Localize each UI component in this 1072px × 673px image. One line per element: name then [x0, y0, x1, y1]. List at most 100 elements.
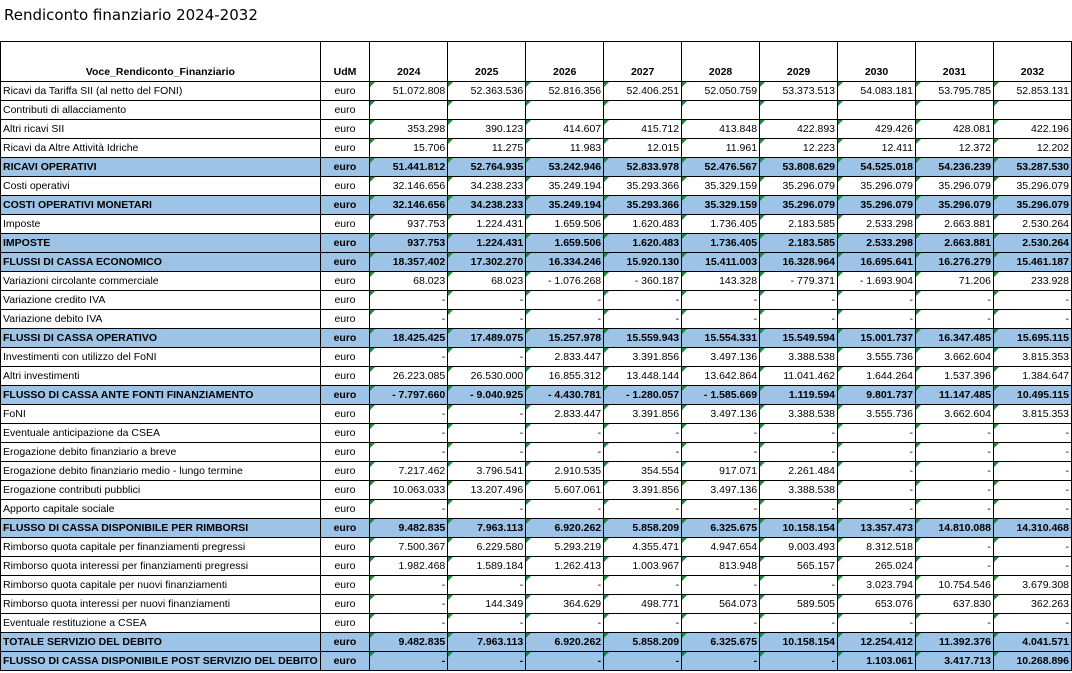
- value-cell[interactable]: -: [759, 575, 839, 595]
- value-cell[interactable]: -: [447, 404, 527, 424]
- value-cell[interactable]: 34.238.233: [447, 195, 527, 215]
- value-cell[interactable]: 6.229.580: [447, 537, 527, 557]
- value-cell[interactable]: - 4.430.781: [525, 385, 605, 405]
- value-cell[interactable]: 17.302.270: [447, 252, 527, 272]
- value-cell[interactable]: 429.426: [837, 119, 916, 139]
- value-cell[interactable]: 52.853.131: [992, 81, 1072, 101]
- value-cell[interactable]: 3.417.713: [914, 651, 994, 671]
- row-label-cell[interactable]: Imposte: [0, 214, 321, 234]
- value-cell[interactable]: -: [369, 423, 449, 443]
- value-cell[interactable]: -: [525, 290, 605, 310]
- value-cell[interactable]: -: [447, 347, 527, 367]
- value-cell[interactable]: -: [369, 404, 449, 424]
- value-cell[interactable]: -: [759, 651, 839, 671]
- value-cell[interactable]: 15.695.115: [992, 328, 1072, 348]
- header-year[interactable]: 2032: [992, 41, 1072, 82]
- value-cell[interactable]: 32.146.656: [369, 176, 449, 196]
- value-cell[interactable]: 13.642.864: [681, 366, 761, 386]
- value-cell[interactable]: 17.489.075: [447, 328, 527, 348]
- value-cell[interactable]: 2.530.264: [992, 233, 1072, 253]
- value-cell[interactable]: 3.388.538: [759, 480, 839, 500]
- value-cell[interactable]: 11.147.485: [914, 385, 994, 405]
- value-cell[interactable]: -: [525, 575, 605, 595]
- value-cell[interactable]: - 1.076.268: [525, 271, 605, 291]
- value-cell[interactable]: 1.537.396: [914, 366, 994, 386]
- value-cell[interactable]: 52.833.978: [603, 157, 683, 177]
- row-udm-cell[interactable]: euro: [319, 499, 371, 519]
- value-cell[interactable]: 10.754.546: [914, 575, 994, 595]
- value-cell[interactable]: -: [837, 613, 916, 633]
- value-cell[interactable]: -: [681, 290, 761, 310]
- value-cell[interactable]: 3.388.538: [759, 404, 839, 424]
- row-udm-cell[interactable]: euro: [319, 518, 371, 538]
- value-cell[interactable]: 16.328.964: [759, 252, 839, 272]
- value-cell[interactable]: [369, 100, 449, 120]
- value-cell[interactable]: 52.406.251: [603, 81, 683, 101]
- value-cell[interactable]: 3.796.541: [447, 461, 527, 481]
- value-cell[interactable]: -: [992, 613, 1072, 633]
- value-cell[interactable]: 12.223: [759, 138, 839, 158]
- value-cell[interactable]: -: [837, 423, 916, 443]
- value-cell[interactable]: 1.644.264: [837, 366, 916, 386]
- value-cell[interactable]: 4.355.471: [603, 537, 683, 557]
- row-label-cell[interactable]: FLUSSO DI CASSA ANTE FONTI FINANZIAMENTO: [0, 385, 321, 405]
- value-cell[interactable]: -: [525, 423, 605, 443]
- value-cell[interactable]: [447, 100, 527, 120]
- value-cell[interactable]: 35.293.366: [603, 176, 683, 196]
- value-cell[interactable]: 15.001.737: [837, 328, 916, 348]
- value-cell[interactable]: - 1.280.057: [603, 385, 683, 405]
- value-cell[interactable]: -: [603, 309, 683, 329]
- value-cell[interactable]: 653.076: [837, 594, 916, 614]
- value-cell[interactable]: [525, 100, 605, 120]
- row-udm-cell[interactable]: euro: [319, 651, 371, 671]
- value-cell[interactable]: -: [992, 537, 1072, 557]
- value-cell[interactable]: 143.328: [681, 271, 761, 291]
- value-cell[interactable]: [603, 100, 683, 120]
- value-cell[interactable]: 15.257.978: [525, 328, 605, 348]
- value-cell[interactable]: 3.555.736: [837, 347, 916, 367]
- value-cell[interactable]: -: [525, 499, 605, 519]
- value-cell[interactable]: -: [447, 499, 527, 519]
- value-cell[interactable]: -: [759, 499, 839, 519]
- value-cell[interactable]: -: [447, 290, 527, 310]
- value-cell[interactable]: 13.207.496: [447, 480, 527, 500]
- value-cell[interactable]: 10.268.896: [992, 651, 1072, 671]
- row-label-cell[interactable]: TOTALE SERVIZIO DEL DEBITO: [0, 632, 321, 652]
- value-cell[interactable]: 2.183.585: [759, 233, 839, 253]
- row-label-cell[interactable]: Variazione credito IVA: [0, 290, 321, 310]
- value-cell[interactable]: 1.659.506: [525, 233, 605, 253]
- value-cell[interactable]: 1.736.405: [681, 233, 761, 253]
- value-cell[interactable]: 1.736.405: [681, 214, 761, 234]
- value-cell[interactable]: -: [369, 594, 449, 614]
- value-cell[interactable]: 813.948: [681, 556, 761, 576]
- value-cell[interactable]: 3.391.856: [603, 404, 683, 424]
- value-cell[interactable]: -: [447, 651, 527, 671]
- value-cell[interactable]: 564.073: [681, 594, 761, 614]
- value-cell[interactable]: 3.662.604: [914, 404, 994, 424]
- value-cell[interactable]: 498.771: [603, 594, 683, 614]
- value-cell[interactable]: -: [525, 613, 605, 633]
- value-cell[interactable]: 16.334.246: [525, 252, 605, 272]
- value-cell[interactable]: -: [525, 651, 605, 671]
- header-voce[interactable]: Voce_Rendiconto_Finanziario: [0, 41, 321, 82]
- row-label-cell[interactable]: FLUSSO DI CASSA DISPONIBILE PER RIMBORSI: [0, 518, 321, 538]
- value-cell[interactable]: -: [369, 651, 449, 671]
- value-cell[interactable]: 34.238.233: [447, 176, 527, 196]
- value-cell[interactable]: -: [759, 442, 839, 462]
- value-cell[interactable]: 2.261.484: [759, 461, 839, 481]
- value-cell[interactable]: -: [759, 309, 839, 329]
- value-cell[interactable]: -: [681, 651, 761, 671]
- value-cell[interactable]: 12.372: [914, 138, 994, 158]
- value-cell[interactable]: 2.663.881: [914, 214, 994, 234]
- value-cell[interactable]: -: [369, 309, 449, 329]
- value-cell[interactable]: [681, 100, 761, 120]
- value-cell[interactable]: 26.223.085: [369, 366, 449, 386]
- value-cell[interactable]: 9.003.493: [759, 537, 839, 557]
- value-cell[interactable]: -: [603, 651, 683, 671]
- row-udm-cell[interactable]: euro: [319, 442, 371, 462]
- value-cell[interactable]: 1.224.431: [447, 214, 527, 234]
- row-label-cell[interactable]: Costi operativi: [0, 176, 321, 196]
- row-udm-cell[interactable]: euro: [319, 328, 371, 348]
- value-cell[interactable]: -: [603, 499, 683, 519]
- value-cell[interactable]: 1.620.483: [603, 233, 683, 253]
